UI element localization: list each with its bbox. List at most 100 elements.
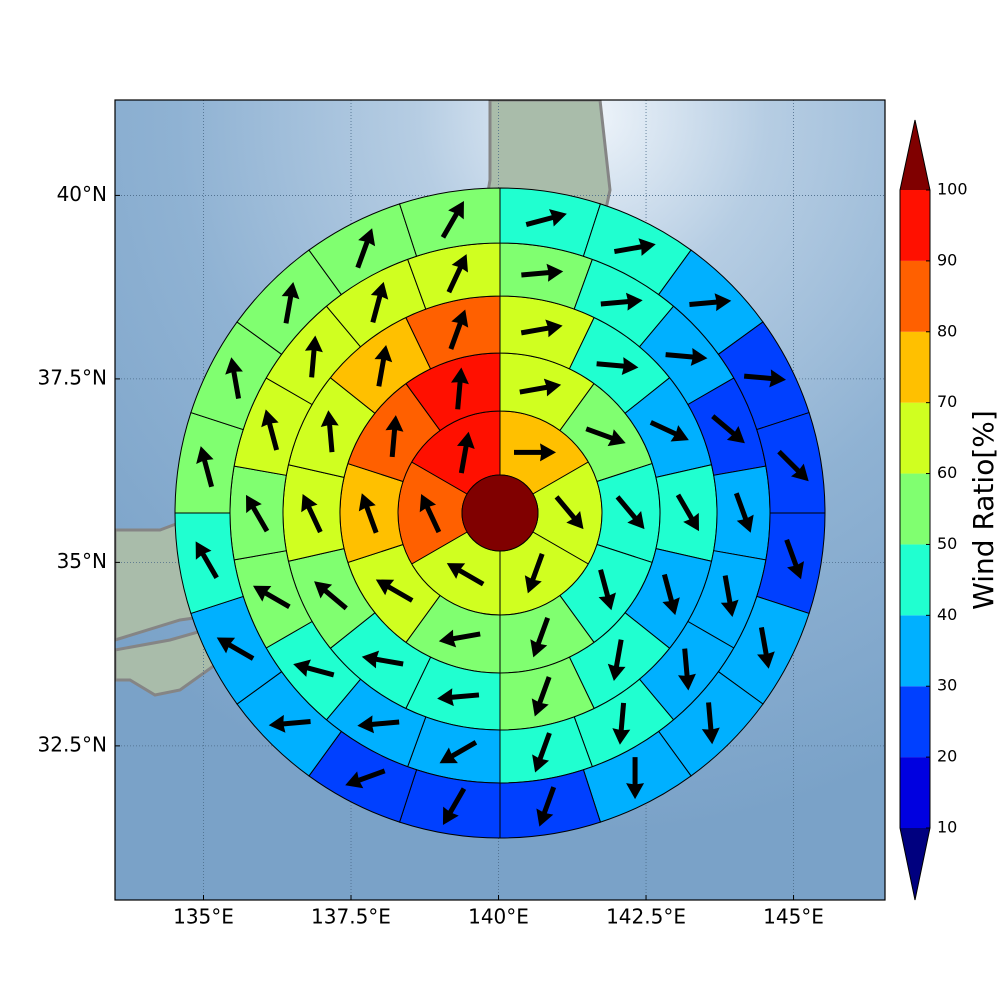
wind-arrow	[612, 702, 631, 745]
x-tick-label: 137.5°E	[311, 905, 391, 929]
colorbar-segment	[900, 260, 930, 332]
wind-arrow	[532, 732, 552, 773]
wind-arrow	[374, 344, 393, 387]
cells	[174, 187, 826, 839]
wind-arrow	[385, 415, 404, 458]
wind-arrow	[521, 263, 564, 282]
wind-arrow	[777, 449, 809, 482]
wind-arrow	[649, 420, 689, 442]
wind-arrow	[361, 650, 404, 669]
wind-arrow	[525, 209, 567, 228]
wind-arrow	[281, 281, 300, 324]
wind-arrow	[195, 541, 219, 579]
wind-arrow	[442, 787, 467, 826]
wind-arrow	[419, 493, 442, 534]
wind-arrow	[701, 702, 720, 745]
wind-arrow	[252, 585, 291, 609]
wind-arrow	[301, 493, 323, 534]
colorbar-segment	[900, 331, 930, 403]
colorbar-tick-label: 30	[937, 676, 957, 695]
wind-arrow	[519, 378, 562, 397]
wind-arrow	[757, 626, 775, 669]
wind-arrow	[598, 569, 616, 611]
colorbar-tick-label: 60	[937, 463, 957, 482]
colorbar-segment	[900, 473, 930, 545]
y-tick-label: 40°N	[57, 182, 107, 206]
wind-arrow	[261, 409, 280, 451]
wind-arrow	[661, 573, 680, 616]
x-tick-label: 140°E	[468, 905, 529, 929]
wind-arrow	[355, 228, 376, 269]
wind-arrow	[675, 493, 699, 532]
land	[115, 628, 217, 697]
colorbar-segment	[900, 190, 930, 261]
wind-arrow	[448, 309, 469, 350]
wind-arrow	[678, 648, 696, 691]
wind-arrow	[596, 357, 639, 376]
wind-arrow	[457, 431, 475, 474]
wind-arrow	[531, 676, 552, 717]
wind-arrow	[689, 293, 732, 312]
colorbar-tick-label: 40	[937, 605, 957, 624]
wind-arrow	[320, 410, 339, 453]
colorbar-segment	[900, 757, 930, 828]
wind-arrow	[440, 200, 464, 239]
y-tick-label: 37.5°N	[38, 365, 108, 389]
map-frame	[114, 99, 886, 901]
wind-arrow	[437, 688, 480, 707]
wind-arrow	[370, 281, 389, 324]
colorbar-tick-label: 80	[937, 321, 957, 340]
wind-arrow	[720, 575, 739, 617]
colorbar-segment	[900, 402, 930, 474]
wind-arrow	[225, 357, 243, 400]
wind-arrow	[665, 347, 708, 366]
colorbar-tick-label: 70	[937, 392, 957, 411]
wind-arrow	[293, 659, 335, 678]
colorbar-tick-label: 90	[937, 250, 957, 269]
x-tick-label: 145°E	[763, 905, 824, 929]
wind-arrow	[446, 563, 485, 587]
wind-arrow	[615, 495, 645, 530]
colorbar-segment	[900, 686, 930, 758]
wind-arrow	[196, 446, 215, 488]
wind-arrow	[358, 493, 379, 534]
map	[115, 100, 885, 900]
wind-arrow	[554, 495, 584, 530]
wind-arrow	[743, 369, 786, 388]
wind-arrow	[607, 639, 626, 682]
wind-arrow	[438, 629, 481, 648]
wind-arrow	[536, 786, 557, 827]
colorbar-tick-label: 100	[937, 180, 968, 199]
wind-arrow	[439, 740, 478, 764]
wind-arrow	[784, 538, 805, 580]
wind-arrow	[711, 414, 745, 444]
wind-arrow	[345, 768, 386, 789]
colorbar-label: Wind Ratio[%]	[967, 410, 1000, 610]
wind-arrow	[585, 426, 626, 447]
wind-arrow	[524, 553, 545, 594]
colorbar-tick-label: 10	[937, 818, 957, 837]
wind-arrow	[613, 238, 656, 256]
y-tick-label: 32.5°N	[38, 732, 108, 756]
colorbar-segment	[900, 544, 930, 616]
wind-arrow	[450, 367, 469, 410]
axes: 135°E 137.5°E 140°E 142.5°E 145°E 32.5°N 35°N 3…	[38, 182, 824, 929]
colorbar-extend-min	[900, 828, 930, 900]
wind-arrow	[216, 637, 255, 661]
wind-arrow	[314, 581, 348, 611]
wind-arrow	[514, 443, 556, 462]
wind-arrow	[446, 254, 468, 294]
x-tick-label: 135°E	[173, 905, 234, 929]
wind-arrow	[520, 319, 563, 338]
colorbar-segment	[900, 615, 930, 687]
wind-arrow	[246, 494, 270, 533]
center-cell	[461, 474, 539, 552]
wind-arrow	[626, 757, 645, 800]
arrows	[195, 200, 809, 827]
x-tick-label: 142.5°E	[606, 905, 686, 929]
colorbar-tick-label: 20	[937, 747, 957, 766]
wind-arrow	[375, 579, 414, 603]
wind-arrow	[357, 715, 400, 734]
